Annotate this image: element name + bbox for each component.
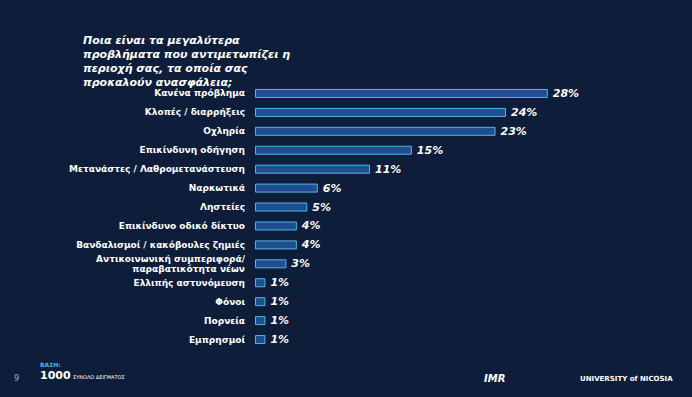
svg-text:UNIVERSITY of NICOSIA: UNIVERSITY of NICOSIA xyxy=(580,375,673,383)
svg-text:1000: 1000 xyxy=(40,369,71,382)
svg-text:Ελλιπής αστυνόμευση: Ελλιπής αστυνόμευση xyxy=(134,278,246,288)
svg-text:Εμπρησμοί: Εμπρησμοί xyxy=(189,335,246,345)
svg-text:Φόνοι: Φόνοι xyxy=(215,297,245,307)
svg-text:23%: 23% xyxy=(501,125,527,138)
svg-text:IMR: IMR xyxy=(484,373,505,384)
svg-text:Πορνεία: Πορνεία xyxy=(204,316,245,326)
svg-text:Αντικοινωνική συμπεριφορά/: Αντικοινωνική συμπεριφορά/ xyxy=(96,254,246,264)
svg-text:Κανένα πρόβλημα: Κανένα πρόβλημα xyxy=(154,88,245,98)
svg-text:Επικίνδυνο οδικό δίκτυο: Επικίνδυνο οδικό δίκτυο xyxy=(119,221,245,231)
svg-text:Ποια είναι τα μεγαλύτερα: Ποια είναι τα μεγαλύτερα xyxy=(83,34,243,47)
svg-text:3%: 3% xyxy=(291,257,310,270)
svg-text:4%: 4% xyxy=(301,219,321,232)
svg-text:Ναρκωτικά: Ναρκωτικά xyxy=(189,183,245,193)
svg-text:Ληστείες: Ληστείες xyxy=(200,202,245,212)
svg-text:1%: 1% xyxy=(270,314,289,327)
svg-text:προβλήματα που αντιμετωπίζει η: προβλήματα που αντιμετωπίζει η xyxy=(83,48,294,61)
svg-text:15%: 15% xyxy=(417,144,443,157)
svg-text:5%: 5% xyxy=(312,201,331,214)
svg-text:ΒΑΣΗ:: ΒΑΣΗ: xyxy=(40,361,61,368)
svg-text:Επικίνδυνη οδήγηση: Επικίνδυνη οδήγηση xyxy=(140,145,245,155)
svg-text:Κλοπές / διαρρήξεις: Κλοπές / διαρρήξεις xyxy=(145,107,245,117)
svg-text:περιοχή σας, τα οποία σας: περιοχή σας, τα οποία σας xyxy=(83,62,251,75)
svg-text:11%: 11% xyxy=(375,163,401,176)
svg-text:1%: 1% xyxy=(270,333,289,346)
svg-text:Μετανάστες / Λαθρομετανάστευση: Μετανάστες / Λαθρομετανάστευση xyxy=(69,164,245,174)
svg-text:9: 9 xyxy=(14,374,19,383)
svg-text:παραβατικότητα νέων: παραβατικότητα νέων xyxy=(132,264,245,274)
svg-text:Βανδαλισμοί / κακόβουλες ζημιέ: Βανδαλισμοί / κακόβουλες ζημιές xyxy=(76,240,245,250)
svg-text:Οχληρία: Οχληρία xyxy=(203,126,245,136)
svg-text:6%: 6% xyxy=(323,182,342,195)
svg-text:προκαλούν ανασφάλεια;: προκαλούν ανασφάλεια; xyxy=(83,76,232,89)
svg-text:28%: 28% xyxy=(553,87,579,100)
svg-text:24%: 24% xyxy=(511,106,537,119)
svg-text:ΣΥΝΟΛΟ ΔΕΙΓΜΑΤΟΣ: ΣΥΝΟΛΟ ΔΕΙΓΜΑΤΟΣ xyxy=(73,374,125,380)
svg-text:1%: 1% xyxy=(270,295,289,308)
svg-text:4%: 4% xyxy=(301,238,321,251)
svg-text:1%: 1% xyxy=(270,276,289,289)
